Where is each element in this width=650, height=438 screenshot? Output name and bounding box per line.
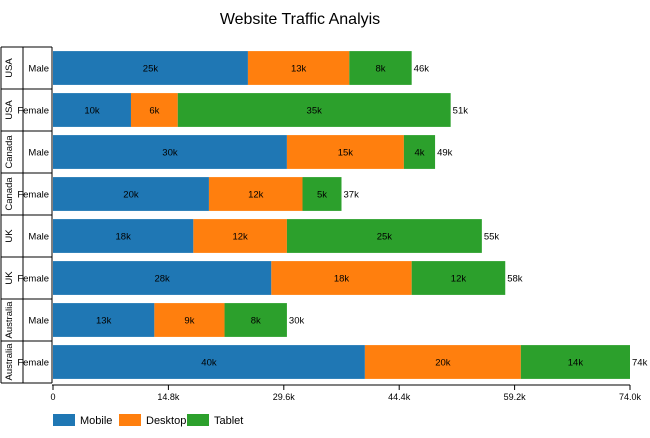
- total-label: 37k: [344, 190, 360, 201]
- bar-value-label: 35k: [307, 106, 323, 117]
- bar-value-label: 14k: [568, 358, 584, 369]
- category-label: Male: [28, 316, 49, 327]
- bar-tablet-3: [302, 177, 342, 211]
- bar-value-label: 13k: [291, 64, 307, 75]
- bar-value-label: 40k: [201, 358, 217, 369]
- legend-swatch-desktop: [119, 414, 141, 426]
- category-label: Female: [17, 358, 49, 369]
- x-tick-label: 14.8k: [157, 392, 180, 402]
- bar-mobile-3: [53, 177, 209, 211]
- group-label: UK: [4, 229, 15, 243]
- group-label: Canada: [4, 135, 15, 169]
- bar-tablet-1: [177, 93, 451, 127]
- bar-value-label: 28k: [154, 274, 170, 285]
- bar-value-label: 8k: [251, 316, 261, 327]
- bar-desktop-6: [154, 303, 225, 337]
- group-label: USA: [4, 58, 15, 78]
- bar-value-label: 25k: [143, 64, 159, 75]
- legend-label-desktop: Desktop: [146, 415, 186, 427]
- bar-tablet-4: [286, 219, 482, 253]
- group-label: UK: [4, 271, 15, 285]
- legend-label-tablet: Tablet: [214, 415, 243, 427]
- bar-value-label: 13k: [96, 316, 112, 327]
- group-label: Australia: [4, 343, 15, 381]
- total-label: 58k: [507, 274, 523, 285]
- total-label: 55k: [484, 232, 500, 243]
- x-tick-label: 59.2k: [504, 392, 527, 402]
- x-tick-label: 44.4k: [388, 392, 411, 402]
- bar-desktop-5: [271, 261, 412, 295]
- bar-desktop-0: [247, 51, 350, 85]
- category-label: Male: [28, 148, 49, 159]
- bar-value-label: 5k: [317, 190, 327, 201]
- x-tick-label: 74.0k: [619, 392, 642, 402]
- bar-desktop-3: [208, 177, 303, 211]
- bar-mobile-0: [53, 51, 248, 85]
- category-label: Male: [28, 64, 49, 75]
- total-label: 30k: [289, 316, 305, 327]
- bar-value-label: 9k: [184, 316, 194, 327]
- bar-desktop-7: [364, 345, 521, 379]
- group-label: Australia: [4, 301, 15, 339]
- x-tick-label: 0: [50, 392, 55, 402]
- chart-title: Website Traffic Analyis: [220, 11, 380, 28]
- x-tick-label: 29.6k: [273, 392, 296, 402]
- bar-value-label: 10k: [84, 106, 100, 117]
- bar-mobile-1: [53, 93, 131, 127]
- group-label: USA: [4, 100, 15, 120]
- bar-desktop-4: [193, 219, 287, 253]
- bar-value-label: 15k: [338, 148, 354, 159]
- bar-value-label: 20k: [435, 358, 451, 369]
- bar-value-label: 12k: [232, 232, 248, 243]
- total-label: 51k: [453, 106, 469, 117]
- bar-mobile-2: [53, 135, 287, 169]
- bar-tablet-2: [403, 135, 436, 169]
- bar-value-label: 4k: [414, 148, 424, 159]
- group-label: Canada: [4, 177, 15, 211]
- total-label: 74k: [632, 358, 648, 369]
- bar-mobile-4: [53, 219, 194, 253]
- bar-value-label: 25k: [377, 232, 393, 243]
- bar-desktop-1: [130, 93, 178, 127]
- bar-value-label: 8k: [375, 64, 385, 75]
- bar-value-label: 6k: [149, 106, 159, 117]
- bar-mobile-5: [53, 261, 272, 295]
- bar-desktop-2: [286, 135, 404, 169]
- bar-value-label: 18k: [334, 274, 350, 285]
- total-label: 49k: [437, 148, 453, 159]
- category-label: Female: [17, 106, 49, 117]
- bar-value-label: 18k: [116, 232, 132, 243]
- bar-tablet-7: [520, 345, 630, 379]
- bar-value-label: 12k: [248, 190, 264, 201]
- bar-mobile-7: [53, 345, 365, 379]
- legend-label-mobile: Mobile: [80, 415, 112, 427]
- total-label: 46k: [414, 64, 430, 75]
- bar-tablet-5: [411, 261, 506, 295]
- legend-swatch-mobile: [53, 414, 75, 426]
- bar-value-label: 30k: [162, 148, 178, 159]
- bar-tablet-6: [224, 303, 287, 337]
- bar-value-label: 12k: [451, 274, 467, 285]
- bar-tablet-0: [349, 51, 412, 85]
- category-label: Female: [17, 190, 49, 201]
- bar-value-label: 20k: [123, 190, 139, 201]
- category-label: Male: [28, 232, 49, 243]
- legend-swatch-tablet: [187, 414, 209, 426]
- bar-mobile-6: [53, 303, 155, 337]
- category-label: Female: [17, 274, 49, 285]
